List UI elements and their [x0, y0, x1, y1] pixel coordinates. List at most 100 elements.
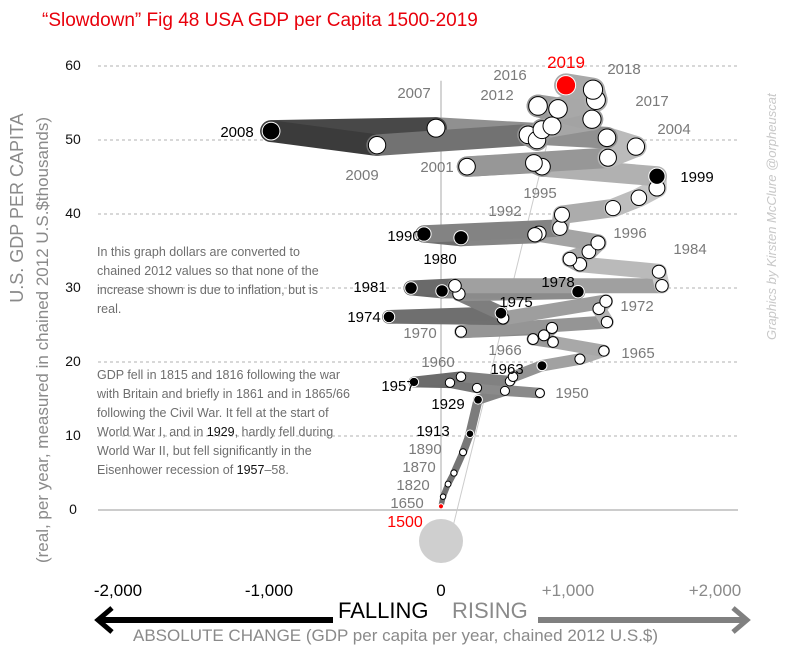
inflation-note: In this graph dollars are converted to c…: [97, 245, 319, 316]
year-label-2009: 2009: [345, 167, 378, 184]
data-point-1957: [408, 376, 420, 388]
data-point-2009: [367, 136, 387, 155]
year-label-1975: 1975: [499, 294, 532, 311]
ribbon-segment: [536, 353, 586, 372]
y-axis-label: U.S. GDP PER CAPITA: [7, 113, 27, 303]
year-label-2017: 2017: [635, 93, 668, 110]
data-point-1965: [598, 345, 610, 357]
ribbon-segment: [546, 335, 611, 358]
x-tick-label: 0: [436, 581, 446, 600]
x-tick-label: -1,000: [244, 581, 294, 600]
chart-title: “Slowdown” Fig 48 USA GDP per Capita 150…: [42, 10, 478, 31]
data-point-1963: [536, 360, 548, 372]
ribbon-segment: [496, 294, 613, 326]
data-point-2012: [542, 116, 562, 136]
year-label-1913: 1913: [416, 423, 449, 440]
year-label-1957: 1957: [381, 378, 414, 395]
data-point-year: [630, 189, 648, 206]
y-tick-label: 10: [65, 427, 81, 443]
year-label-2007: 2007: [397, 85, 430, 102]
history-year-1929: 1929: [206, 425, 235, 439]
data-point-year: [582, 109, 602, 129]
year-label-2012: 2012: [480, 87, 513, 104]
data-point-year: [547, 336, 559, 348]
year-label-1974: 1974: [347, 309, 380, 326]
data-point-year: [655, 278, 669, 293]
year-label-2004: 2004: [657, 121, 690, 138]
y-axis-sublabel: (real, per year, measured in chained 201…: [33, 116, 52, 564]
data-point-year: [453, 230, 469, 246]
y-tick-label: 60: [65, 57, 81, 73]
data-point-year: [448, 278, 462, 293]
data-point-year: [590, 235, 606, 251]
year-label-1820: 1820: [396, 477, 429, 494]
year-label-1992: 1992: [488, 203, 521, 220]
data-point-1500: [437, 503, 445, 510]
y-tick-label: 20: [65, 353, 81, 369]
ribbon-segment: [408, 371, 467, 388]
rising-arrowhead-icon: [731, 606, 751, 634]
data-point-1950: [534, 388, 545, 399]
data-point-1981: [404, 281, 418, 295]
history-text: , hardly fell during World War II, but f…: [97, 425, 334, 477]
x-tick-label: +2,000: [688, 581, 742, 600]
year-label-1995: 1995: [523, 185, 556, 202]
ribbon-segment: [465, 395, 483, 439]
data-point-2019: [555, 75, 577, 96]
data-point-2008: [261, 121, 281, 141]
data-point-2004: [626, 137, 646, 156]
data-point-year: [597, 128, 617, 148]
year-label-1966: 1966: [488, 342, 521, 359]
ribbon-segment: [366, 124, 539, 156]
data-point-1966: [527, 333, 539, 345]
data-point-year: [599, 148, 617, 167]
y-tick-label: 0: [69, 501, 77, 517]
origin-disc: [419, 519, 463, 563]
data-point-1992: [552, 220, 568, 236]
x-tick-label: -2,000: [93, 581, 143, 600]
data-point-year: [581, 244, 597, 260]
year-label-1929: 1929: [431, 396, 464, 413]
year-label-1990: 1990: [387, 228, 420, 245]
data-point-1999: [648, 167, 666, 185]
history-text: GDP fell in 1815 and 1816 following the …: [97, 368, 350, 439]
data-point-1650: [439, 493, 447, 500]
year-label-2001: 2001: [420, 159, 453, 176]
data-point-1820: [444, 480, 452, 488]
falling-label: FALLING: [338, 598, 429, 623]
trend-line: [445, 139, 549, 556]
direction-arrows: [94, 606, 751, 634]
y-tick-label: 40: [65, 205, 81, 221]
data-point-1978: [571, 285, 585, 299]
data-point-1975: [494, 306, 508, 320]
data-point-1974: [382, 310, 396, 324]
data-point-2018: [582, 79, 604, 100]
y-tick-label: 50: [65, 131, 81, 147]
ribbon-segment: [260, 120, 388, 156]
data-point-1960: [455, 371, 467, 383]
data-point-year: [537, 329, 550, 342]
data-point-1990: [416, 226, 432, 242]
y-tick-label: 30: [65, 279, 81, 295]
year-label-1500: 1500: [387, 514, 423, 531]
year-label-1996: 1996: [613, 225, 646, 242]
ribbon-segment: [454, 315, 614, 339]
year-label-1890: 1890: [408, 441, 441, 458]
data-point-year: [525, 154, 543, 172]
x-tick-label: +1,000: [541, 581, 595, 600]
data-point-1929: [473, 394, 483, 405]
history-note: GDP fell in 1815 and 1816 following the …: [97, 366, 357, 480]
falling-arrowhead-icon: [94, 606, 114, 634]
rising-label: RISING: [452, 598, 528, 623]
year-label-1950: 1950: [555, 385, 588, 402]
data-point-1890: [459, 448, 468, 457]
ribbon-segment: [382, 306, 508, 324]
data-point-1996: [604, 199, 622, 217]
data-point-2016: [548, 99, 568, 119]
data-point-1870: [450, 469, 458, 477]
data-point-1913: [465, 429, 475, 439]
data-point-year: [471, 382, 483, 393]
year-label-1978: 1978: [541, 274, 574, 291]
